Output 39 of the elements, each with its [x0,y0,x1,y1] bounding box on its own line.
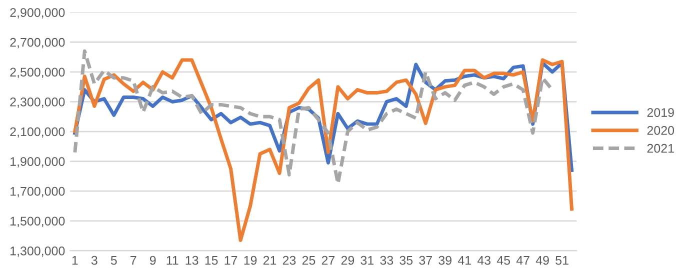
x-tick-label: 51 [556,256,568,265]
x-tick-label: 3 [91,256,98,265]
x-tick-label: 25 [302,256,316,265]
x-tick-label: 21 [263,256,276,265]
x-tick-label: 7 [130,256,136,265]
x-tick-label: 45 [496,256,510,265]
y-tick-label: 2,500,000 [10,68,65,78]
x-tick-label: 11 [166,256,178,265]
x-tick-label: 37 [419,256,432,265]
x-tick-label: 9 [150,256,156,265]
y-tick-label: 1,500,000 [10,216,65,228]
x-tick-label: 23 [282,256,296,265]
x-tick-label: 33 [380,256,394,265]
legend-label: 2020 [647,126,674,135]
y-tick-label: 2,700,000 [10,38,65,48]
x-tick-label: 49 [536,256,549,265]
legend-label: 2019 [647,108,674,117]
y-tick-label: 1,900,000 [10,157,65,168]
line-series [73,58,574,242]
x-tick-label: 35 [400,256,413,265]
x-tick-label: 39 [438,256,452,265]
x-tick-label: 1 [72,256,78,265]
x-tick-label: 43 [477,256,490,265]
x-tick-label: 31 [360,256,374,265]
x-tick-label: 13 [186,256,198,265]
x-tick-label: 29 [341,256,354,265]
x-tick-label: 19 [244,256,257,265]
y-tick-label: 2,300,000 [10,98,65,108]
y-tick-label: 2,900,000 [10,8,65,18]
x-tick-label: 27 [322,256,335,265]
y-tick-label: 1,700,000 [10,186,65,198]
x-tick-label: 47 [516,256,530,265]
x-tick-label: 5 [110,256,117,265]
x-tick-label: 41 [458,256,471,265]
x-tick-label: 17 [224,256,238,265]
y-tick-label: 1,300,000 [10,246,65,257]
x-tick-label: 15 [205,256,218,265]
legend-label: 2021 [647,144,674,153]
y-tick-label: 2,100,000 [10,127,65,138]
